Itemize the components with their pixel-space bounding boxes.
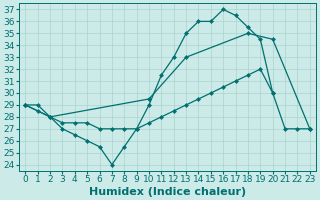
- X-axis label: Humidex (Indice chaleur): Humidex (Indice chaleur): [89, 187, 246, 197]
